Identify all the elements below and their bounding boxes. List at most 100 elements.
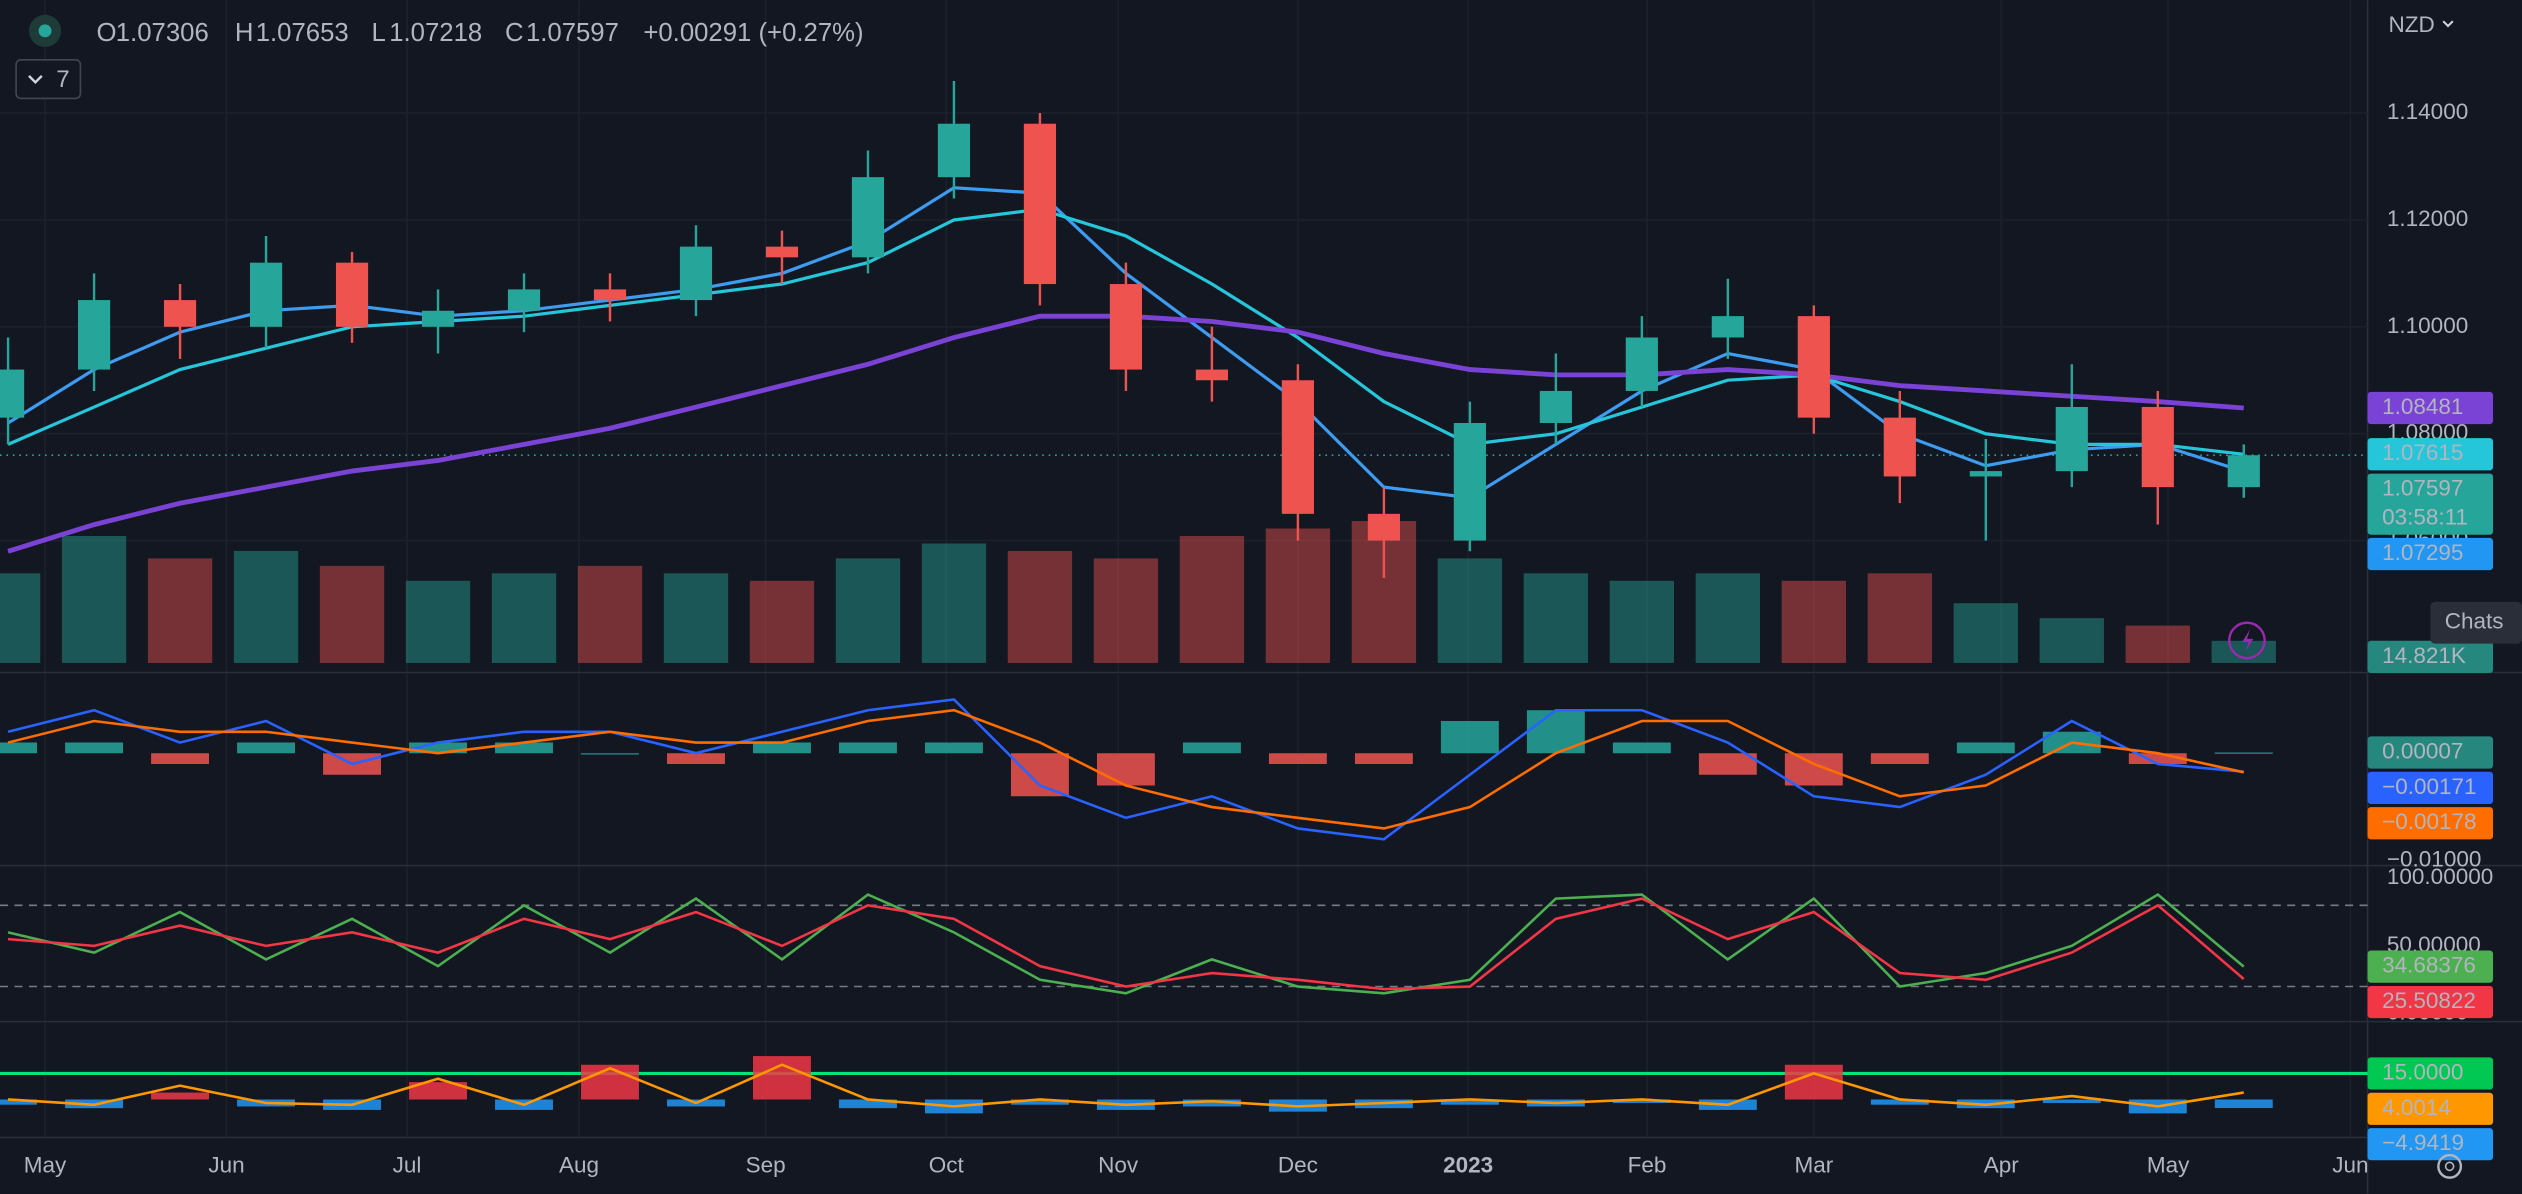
chats-button[interactable] [2430, 601, 2522, 644]
candle-body [937, 123, 971, 178]
x-tick-label: May [2147, 1152, 2190, 1177]
price-tag [2367, 736, 2494, 769]
header: O 1.07306 H 1.07653 L 1.07218 C 1.07597 … [15, 12, 2454, 100]
chevron [2442, 20, 2454, 28]
y-tick-label: 1.12000 [2387, 206, 2468, 231]
candle-body [1281, 380, 1314, 514]
indicator-line [7, 708, 2245, 830]
histogram-bar [409, 742, 467, 754]
histogram-bar [151, 753, 210, 764]
ohlc-label: L [372, 19, 386, 47]
price-tag-label: 34.68376 [2382, 953, 2476, 978]
histogram-bar [1010, 753, 1069, 797]
indicators-count: 7 [56, 66, 69, 93]
histogram-bar [1784, 753, 1843, 786]
ohlc-value: 1.07218 [389, 19, 482, 47]
candle-body [2141, 406, 2174, 488]
countdown: 03:58:11 [2382, 505, 2468, 530]
price-tag [2367, 438, 2494, 471]
x-tick-label: Apr [1984, 1152, 2020, 1177]
candle-body [2227, 455, 2260, 488]
price-tag-label: −0.00171 [2382, 774, 2476, 799]
volume-bar [1781, 580, 1846, 663]
histogram-bar [2128, 753, 2187, 764]
x-tick-label: Feb [1628, 1152, 1667, 1177]
x-tick-label: Oct [929, 1152, 965, 1177]
volume-bar [2125, 625, 2190, 663]
price-tag [2367, 1057, 2494, 1090]
histogram-bar [839, 1099, 897, 1109]
currency[interactable]: NZD [2389, 12, 2435, 37]
volume-bar [1609, 580, 1675, 663]
histogram-bar [2214, 752, 2273, 754]
ohlc-value: 1.07306 [116, 19, 209, 47]
volume-bar [1265, 528, 1331, 663]
ohlc-label: O [97, 19, 117, 47]
histogram-bar [0, 1099, 38, 1105]
candle-body [163, 300, 197, 327]
volume-bar [319, 565, 385, 663]
volume-bar [0, 573, 41, 663]
candle-body [507, 289, 541, 311]
volume-bar [1867, 573, 1932, 663]
histogram-bar [65, 742, 124, 754]
volume-bar [663, 573, 729, 663]
candle-body [1797, 316, 1830, 418]
price-tag [2367, 985, 2494, 1019]
price-tag [2367, 1128, 2494, 1161]
chats-label: Chats [2445, 609, 2504, 634]
indicators-toggle[interactable] [15, 58, 82, 100]
axis-layer: May Jun Jul Aug Sep Oct Nov Dec 2023 Feb Mar Apr May… [24, 99, 2522, 1177]
volume-bar [749, 580, 815, 663]
ohlc-value: 1.07653 [256, 19, 349, 47]
indicator-line [7, 897, 2245, 991]
candle-body [335, 262, 369, 327]
price-tag [2367, 391, 2494, 425]
y-tick-label: 100.00000 [2387, 864, 2493, 889]
histogram-bar [1440, 1099, 1499, 1105]
x-tick-label: Sep [746, 1152, 786, 1177]
histogram-bar [1612, 1099, 1671, 1103]
candle-body [1023, 123, 1057, 285]
volume-bar [1179, 535, 1245, 663]
candle-body [1625, 337, 1658, 391]
volume-bar [1523, 573, 1589, 663]
indicator-line [7, 1063, 2244, 1108]
volume-bar [1953, 603, 2018, 663]
histogram-bar [1870, 1099, 1929, 1105]
candle-body [2055, 406, 2088, 472]
settings-button[interactable] [2437, 1153, 2463, 1179]
moving-average [7, 207, 2244, 456]
volume-bar [1007, 550, 1073, 663]
price-tag-label: 25.50822 [2382, 988, 2476, 1013]
lightning-button[interactable] [2228, 621, 2266, 660]
volume-bar [921, 543, 987, 663]
volume-bar [61, 535, 127, 663]
y-tick-label: 1.14000 [2387, 99, 2468, 124]
histogram-bar [924, 742, 983, 754]
candle-body [1539, 390, 1572, 424]
volume-bar [2211, 640, 2276, 663]
x-tick-label: Nov [1098, 1152, 1139, 1177]
price-tag-label: 4.0014 [2382, 1095, 2451, 1120]
x-tick-label: Jun [2332, 1152, 2368, 1177]
histogram-bar [1096, 753, 1155, 786]
candle-body [765, 246, 799, 258]
price-tag [2367, 537, 2494, 571]
histogram-bar [2042, 1099, 2101, 1103]
price-tag-label: 1.08481 [2382, 394, 2463, 419]
price-tag-label: 1.07615 [2382, 440, 2463, 465]
x-tick-label: May [24, 1152, 67, 1177]
volume-bar [1695, 573, 1761, 663]
price-tag-label: −4.9419 [2382, 1130, 2464, 1155]
ohlc-value: 1.07597 [526, 19, 619, 47]
price-tag [2367, 950, 2494, 983]
histogram-bar [581, 753, 639, 755]
x-tick-label: 2023 [1443, 1152, 1493, 1177]
volume-bar [1437, 558, 1503, 663]
volume-bar [1093, 558, 1159, 663]
histogram-bar [1784, 1064, 1843, 1100]
histogram-bar [1698, 753, 1757, 775]
volume-bar [491, 573, 557, 663]
